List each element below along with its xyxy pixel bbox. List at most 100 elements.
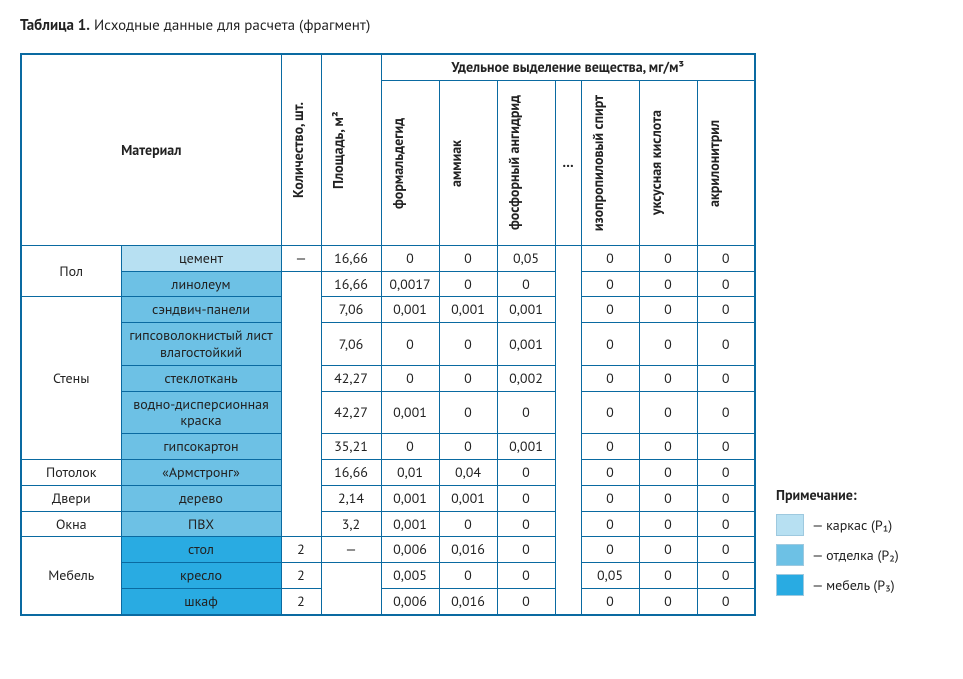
value-cell: 0 bbox=[639, 537, 697, 563]
value-cell: 0,001 bbox=[381, 511, 439, 537]
data-table: МатериалКоличество, шт.Площадь, м²Удельн… bbox=[20, 53, 756, 616]
value-cell: 0,05 bbox=[497, 245, 555, 271]
value-cell: 0 bbox=[497, 391, 555, 434]
content-row: МатериалКоличество, шт.Площадь, м²Удельн… bbox=[20, 53, 943, 616]
col-dots: … bbox=[555, 80, 581, 245]
value-cell: 0 bbox=[581, 511, 639, 537]
value-cell: 0,001 bbox=[439, 485, 497, 511]
value-cell: 0 bbox=[581, 297, 639, 323]
legend-item: — мебель (Р₃) bbox=[776, 574, 899, 596]
value-cell: 0 bbox=[697, 434, 755, 460]
value-cell: 0 bbox=[639, 297, 697, 323]
table-row: гипсоволокнистый лист влагостойкий7,0600… bbox=[21, 323, 755, 366]
value-cell: 0,002 bbox=[497, 365, 555, 391]
value-cell: 0 bbox=[581, 434, 639, 460]
value-cell: 0,05 bbox=[581, 563, 639, 589]
value-cell: 0 bbox=[639, 391, 697, 434]
value-cell: 0 bbox=[439, 563, 497, 589]
value-cell: 0 bbox=[697, 485, 755, 511]
material-cell: шкаф bbox=[121, 589, 281, 615]
value-cell: 0 bbox=[639, 323, 697, 366]
value-cell: 0 bbox=[439, 365, 497, 391]
value-cell: 0 bbox=[697, 365, 755, 391]
material-cell: водно-дисперсионная краска bbox=[121, 391, 281, 434]
value-cell: 0 bbox=[439, 434, 497, 460]
material-cell: ПВХ bbox=[121, 511, 281, 537]
value-cell: 0,001 bbox=[381, 297, 439, 323]
legend-label: — каркас (Р₁) bbox=[812, 516, 892, 534]
value-cell: 0 bbox=[581, 271, 639, 297]
area-cell: 16,66 bbox=[321, 460, 381, 486]
value-cell: 0 bbox=[381, 365, 439, 391]
value-cell: 0 bbox=[581, 460, 639, 486]
value-cell: 0 bbox=[697, 271, 755, 297]
value-cell: 0 bbox=[497, 460, 555, 486]
value-cell: 0 bbox=[639, 271, 697, 297]
material-cell: гипсоволокнистый лист влагостойкий bbox=[121, 323, 281, 366]
legend-label: — отделка (Р₂) bbox=[812, 546, 899, 564]
material-cell: стеклоткань bbox=[121, 365, 281, 391]
table-row: Потолок«Армстронг»16,660,010,040000 bbox=[21, 460, 755, 486]
col-formaldehyde: формальдегид bbox=[381, 80, 439, 245]
legend-item: — отделка (Р₂) bbox=[776, 544, 899, 566]
value-cell: 0 bbox=[639, 434, 697, 460]
table-row: гипсокартон35,21000,001000 bbox=[21, 434, 755, 460]
area-cell: 3,2 bbox=[321, 511, 381, 537]
value-cell: 0 bbox=[639, 460, 697, 486]
legend-label: — мебель (Р₃) bbox=[812, 576, 895, 594]
value-cell: 0,016 bbox=[439, 537, 497, 563]
value-cell: 0 bbox=[497, 511, 555, 537]
qty-cell: 2 bbox=[281, 563, 321, 589]
table-row: Стенысэндвич-панели7,060,0010,0010,00100… bbox=[21, 297, 755, 323]
area-cell: — bbox=[321, 537, 381, 563]
value-cell: 0 bbox=[581, 537, 639, 563]
col-acetic: уксусная кислота bbox=[639, 80, 697, 245]
value-cell: 0 bbox=[639, 365, 697, 391]
value-cell: 0 bbox=[697, 297, 755, 323]
material-cell: цемент bbox=[121, 245, 281, 271]
table-row: кресло20,005000,0500 bbox=[21, 563, 755, 589]
value-cell: 0,001 bbox=[497, 323, 555, 366]
value-cell: 0 bbox=[697, 511, 755, 537]
value-cell: 0 bbox=[581, 365, 639, 391]
group-cell: Потолок bbox=[21, 460, 121, 486]
area-cell: 7,06 bbox=[321, 323, 381, 366]
value-cell: 0,016 bbox=[439, 589, 497, 615]
col-ammonia: аммиак bbox=[439, 80, 497, 245]
group-cell: Мебель bbox=[21, 537, 121, 615]
legend: Примечание: — каркас (Р₁) — отделка (Р₂) —… bbox=[776, 486, 899, 616]
value-cell: 0 bbox=[497, 485, 555, 511]
area-cell: 2,14 bbox=[321, 485, 381, 511]
value-cell: 0 bbox=[581, 323, 639, 366]
caption-strong: Таблица 1. bbox=[20, 16, 90, 35]
group-cell: Двери bbox=[21, 485, 121, 511]
value-cell: 0,001 bbox=[439, 297, 497, 323]
area-cell: 7,06 bbox=[321, 297, 381, 323]
caption-rest: Исходные данные для расчета (фрагмент) bbox=[90, 16, 370, 35]
legend-title: Примечание: bbox=[776, 486, 899, 504]
value-cell: 0 bbox=[697, 460, 755, 486]
table-row: Дверидерево2,140,0010,0010000 bbox=[21, 485, 755, 511]
col-acrylo: акрилонитрил bbox=[697, 80, 755, 245]
area-cell: 35,21 bbox=[321, 434, 381, 460]
value-cell: 0 bbox=[497, 271, 555, 297]
value-cell: 0 bbox=[639, 245, 697, 271]
value-cell: 0 bbox=[697, 323, 755, 366]
qty-cell: 2 bbox=[281, 537, 321, 563]
material-cell: сэндвич-панели bbox=[121, 297, 281, 323]
value-cell: 0,04 bbox=[439, 460, 497, 486]
legend-swatch bbox=[776, 574, 804, 596]
material-cell: гипсокартон bbox=[121, 434, 281, 460]
dots-cell bbox=[555, 245, 581, 614]
value-cell: 0 bbox=[497, 537, 555, 563]
area-cell: 42,27 bbox=[321, 365, 381, 391]
col-iso: изопропиловый спирт bbox=[581, 80, 639, 245]
value-cell: 0 bbox=[581, 391, 639, 434]
value-cell: 0 bbox=[639, 589, 697, 615]
value-cell: 0 bbox=[497, 563, 555, 589]
table-caption: Таблица 1. Исходные данные для расчета (… bbox=[20, 16, 943, 35]
table-row: линолеум16,660,001700000 bbox=[21, 271, 755, 297]
area-cell: 42,27 bbox=[321, 391, 381, 434]
value-cell: 0,005 bbox=[381, 563, 439, 589]
value-cell: 0 bbox=[439, 511, 497, 537]
